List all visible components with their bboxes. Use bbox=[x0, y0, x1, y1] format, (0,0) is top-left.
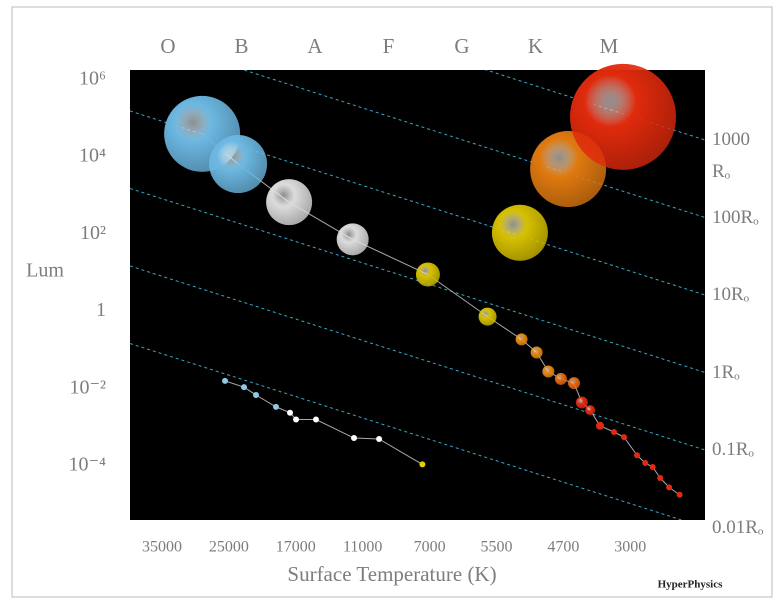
radius-line bbox=[130, 110, 705, 296]
star bbox=[575, 396, 588, 409]
spectral-class: F bbox=[383, 34, 395, 58]
star bbox=[287, 409, 294, 416]
star bbox=[570, 63, 677, 170]
star bbox=[666, 484, 673, 491]
star bbox=[568, 377, 581, 390]
star bbox=[336, 223, 369, 256]
x-tick-label: 17000 bbox=[276, 539, 316, 556]
star bbox=[351, 435, 358, 442]
radius-label: 1Rₒ bbox=[712, 361, 740, 383]
star bbox=[272, 403, 279, 410]
y-tick-label: 10⁻² bbox=[69, 376, 106, 398]
star bbox=[478, 307, 497, 326]
x-tick-label: 3000 bbox=[614, 539, 646, 556]
y-tick-label: 10⁴ bbox=[79, 145, 106, 167]
x-tick-label: 25000 bbox=[209, 539, 249, 556]
star bbox=[491, 204, 548, 261]
x-axis-label: Surface Temperature (K) bbox=[287, 562, 496, 586]
y-tick-label: 10⁻⁴ bbox=[68, 454, 106, 476]
star bbox=[312, 416, 319, 423]
star bbox=[642, 459, 649, 466]
star bbox=[419, 461, 426, 468]
radius-line bbox=[130, 342, 684, 520]
star bbox=[554, 372, 567, 385]
star bbox=[585, 405, 596, 416]
star bbox=[209, 135, 268, 194]
radius-label: 1000 Rₒ bbox=[712, 129, 750, 182]
x-tick-label: 5500 bbox=[481, 539, 513, 556]
radius-label: 100Rₒ bbox=[712, 206, 759, 228]
star bbox=[649, 464, 656, 471]
x-tick-label: 11000 bbox=[343, 539, 382, 556]
star bbox=[241, 384, 248, 391]
star bbox=[376, 436, 383, 443]
star bbox=[252, 392, 259, 399]
star bbox=[515, 333, 528, 346]
radius-label: 0.01Rₒ bbox=[712, 516, 764, 538]
x-tick-label: 7000 bbox=[414, 539, 446, 556]
spectral-class: O bbox=[160, 34, 175, 58]
spectral-class: A bbox=[307, 34, 323, 58]
radius-label: 0.1Rₒ bbox=[712, 439, 754, 460]
star bbox=[293, 416, 300, 423]
spectral-class: G bbox=[454, 34, 469, 58]
x-tick-label: 35000 bbox=[142, 539, 182, 556]
credit: HyperPhysics bbox=[658, 579, 723, 591]
star bbox=[610, 429, 617, 436]
radius-line bbox=[130, 265, 705, 451]
x-tick-label: 4700 bbox=[547, 539, 579, 556]
star bbox=[634, 452, 641, 459]
star bbox=[676, 491, 683, 498]
star bbox=[595, 421, 604, 430]
star bbox=[530, 346, 543, 359]
spectral-class: K bbox=[528, 34, 543, 58]
radius-label: 10Rₒ bbox=[712, 284, 750, 305]
star bbox=[222, 377, 229, 384]
y-tick-label: 10⁶ bbox=[79, 67, 106, 89]
star bbox=[415, 262, 440, 287]
star bbox=[657, 474, 664, 481]
trend-line bbox=[224, 380, 423, 465]
star bbox=[542, 365, 555, 378]
spectral-class: B bbox=[234, 34, 248, 58]
y-tick-label: 10² bbox=[80, 222, 106, 244]
y-tick-label: 1 bbox=[96, 299, 106, 321]
y-axis-label: Lum bbox=[26, 260, 64, 282]
star bbox=[621, 434, 628, 441]
spectral-class: M bbox=[600, 34, 619, 58]
trend-line bbox=[201, 133, 680, 496]
radius-line bbox=[130, 187, 705, 373]
frame bbox=[11, 6, 773, 598]
star bbox=[266, 179, 313, 226]
